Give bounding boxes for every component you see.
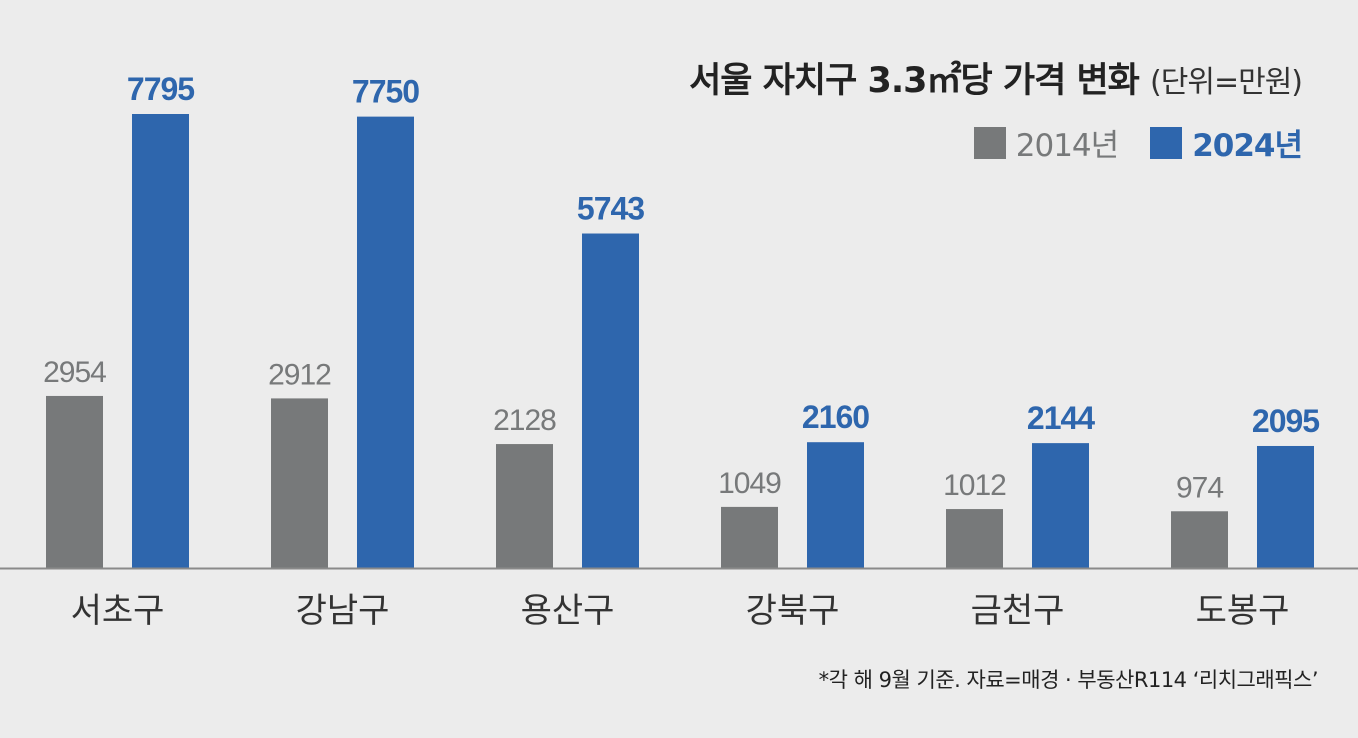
bar-2014-5 xyxy=(946,509,1003,568)
legend-label-2014: 2014년 xyxy=(1015,128,1119,164)
bar-2024-6 xyxy=(1257,445,1314,568)
legend-item-2014: 2014년 xyxy=(973,120,1119,165)
data-label-2024-6: 2095 xyxy=(1252,403,1319,439)
bar-2024-2 xyxy=(357,116,414,568)
chart-title: 서울 자치구 3.3㎡당 가격 변화 (단위=만원) xyxy=(689,52,1303,103)
data-label-2024-3: 5743 xyxy=(577,191,644,227)
chart-title-text: 서울 자치구 3.3㎡당 가격 변화 xyxy=(689,61,1140,101)
data-label-2024-5: 2144 xyxy=(1027,400,1095,436)
unit-note: (단위=만원) xyxy=(1150,65,1303,100)
category-label-5: 금천구 xyxy=(971,591,1065,631)
legend-item-2024: 2024년 xyxy=(1150,120,1303,165)
bar-2014-3 xyxy=(496,444,553,568)
data-label-2014-1: 2954 xyxy=(43,356,106,389)
bar-2024-4 xyxy=(807,442,864,568)
bar-2014-6 xyxy=(1171,511,1228,568)
data-label-2024-2: 7750 xyxy=(352,74,419,110)
bar-2014-4 xyxy=(721,506,778,568)
category-label-4: 강북구 xyxy=(746,591,840,631)
legend: 2014년 2024년 xyxy=(942,120,1303,165)
bar-2024-1 xyxy=(132,114,189,568)
data-label-2014-4: 1049 xyxy=(718,467,781,500)
data-label-2014-3: 2128 xyxy=(493,404,556,437)
footnote: *각 해 9월 기준. 자료=매경 · 부동산R114 ‘리치그래픽스’ xyxy=(818,668,1319,692)
bar-2014-2 xyxy=(271,398,328,568)
data-label-2014-2: 2912 xyxy=(268,358,331,391)
category-label-3: 용산구 xyxy=(521,591,615,631)
bar-2024-5 xyxy=(1032,443,1089,568)
category-label-6: 도봉구 xyxy=(1196,591,1290,631)
legend-swatch-2014 xyxy=(973,126,1006,159)
bar-2024-3 xyxy=(582,233,639,568)
category-label-2: 강남구 xyxy=(296,591,390,631)
data-label-2014-6: 974 xyxy=(1176,471,1223,504)
legend-swatch-2024 xyxy=(1150,126,1183,159)
data-label-2024-4: 2160 xyxy=(802,399,869,435)
data-label-2014-5: 1012 xyxy=(943,469,1006,502)
data-label-2024-1: 7795 xyxy=(127,71,194,107)
bar-2014-1 xyxy=(46,395,103,568)
legend-label-2024: 2024년 xyxy=(1192,128,1303,164)
category-label-1: 서초구 xyxy=(71,591,165,631)
